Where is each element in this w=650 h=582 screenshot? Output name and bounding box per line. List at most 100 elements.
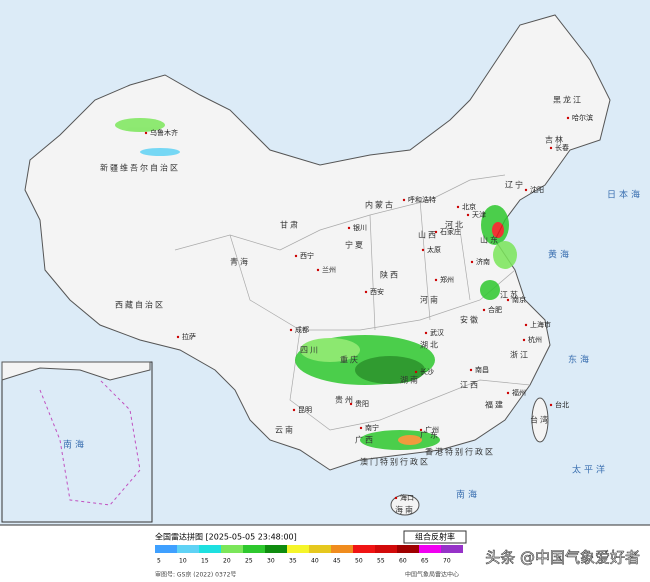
sea-label: 太平洋 — [572, 464, 608, 476]
sea-label: 黄海 — [548, 249, 572, 261]
legend-swatch — [331, 545, 353, 553]
legend-value: 5 — [157, 558, 161, 565]
city-marker — [469, 368, 473, 372]
province-label: 辽宁 — [505, 180, 525, 190]
city-marker — [434, 230, 438, 234]
city-marker — [349, 402, 353, 406]
city-marker — [176, 335, 180, 339]
legend-value: 55 — [377, 558, 385, 565]
province-label: 澳门特别行政区 — [360, 457, 430, 467]
radar-echoes — [115, 118, 517, 450]
legend-value: 65 — [421, 558, 429, 565]
city-label: 武汉 — [430, 328, 444, 337]
city-marker — [294, 254, 298, 258]
legend-title: 全国雷达拼图 [2025-05-05 23:48:00] — [155, 532, 297, 542]
inset-coast — [1, 361, 151, 381]
legend-value: 20 — [223, 558, 231, 565]
sea-label: 日本海 — [607, 189, 643, 201]
city-label: 济南 — [476, 257, 490, 266]
watermark: 头条 @中国气象爱好者 — [485, 549, 640, 567]
city-marker — [506, 391, 510, 395]
city-marker — [456, 205, 460, 209]
legend-value: 30 — [267, 558, 275, 565]
legend-value: 50 — [355, 558, 363, 565]
province-label: 安徽 — [460, 315, 480, 325]
province-label: 浙江 — [510, 350, 530, 360]
city-label: 福州 — [512, 388, 526, 397]
city-label: 长沙 — [420, 367, 434, 376]
province-label: 河南 — [420, 295, 440, 305]
province-label: 西藏自治区 — [115, 300, 165, 310]
city-marker — [364, 290, 368, 294]
province-label: 河北 — [445, 220, 465, 230]
province-label: 宁夏 — [345, 240, 365, 250]
city-marker — [419, 428, 423, 432]
legend-swatch — [353, 545, 375, 553]
province-label: 青海 — [230, 257, 250, 267]
province-label: 海南 — [395, 505, 415, 515]
hainan-island — [390, 494, 420, 516]
city-label: 南宁 — [365, 423, 379, 432]
province-label: 甘肃 — [280, 220, 300, 230]
city-label: 上海市 — [530, 320, 551, 329]
province-label: 江苏 — [500, 290, 520, 300]
city-label: 台北 — [555, 400, 569, 409]
city-marker — [549, 403, 553, 407]
legend-value: 10 — [179, 558, 187, 565]
city-label: 成都 — [295, 325, 309, 334]
city-label: 呼和浩特 — [408, 195, 436, 204]
city-marker — [394, 496, 398, 500]
legend-value: 25 — [245, 558, 253, 565]
city-marker — [482, 308, 486, 312]
province-label: 黑龙江 — [553, 95, 583, 105]
province-label: 重庆 — [340, 355, 360, 365]
city-marker — [506, 298, 510, 302]
city-label: 西安 — [370, 287, 384, 296]
approval-number: 审图号: GS京 (2022) 0372号 — [155, 571, 236, 579]
city-marker — [466, 213, 470, 217]
city-marker — [402, 198, 406, 202]
city-label: 哈尔滨 — [572, 113, 593, 122]
city-marker — [289, 328, 293, 332]
legend-swatch — [265, 545, 287, 553]
province-label: 台湾 — [530, 415, 550, 425]
legend-value: 35 — [289, 558, 297, 565]
province-label: 贵州 — [335, 395, 355, 405]
city-label: 兰州 — [322, 265, 336, 274]
province-label: 山东 — [480, 235, 500, 245]
city-label: 长春 — [555, 143, 569, 152]
province-label: 江西 — [460, 381, 480, 390]
city-label: 太原 — [427, 245, 441, 254]
city-label: 贵阳 — [355, 399, 369, 408]
legend-swatch — [375, 545, 397, 553]
city-marker — [292, 408, 296, 412]
city-label: 西宁 — [300, 251, 314, 260]
city-marker — [524, 188, 528, 192]
legend-swatch — [243, 545, 265, 553]
taiwan-island — [531, 397, 549, 443]
legend-swatch — [155, 545, 177, 553]
province-label: 陕西 — [380, 270, 400, 280]
city-marker — [424, 331, 428, 335]
province-label: 福建 — [485, 400, 505, 410]
province-label: 四川 — [300, 346, 320, 355]
city-marker — [421, 248, 425, 252]
city-marker — [549, 146, 553, 150]
city-marker — [524, 323, 528, 327]
city-label: 天津 — [472, 211, 486, 219]
city-marker — [434, 278, 438, 282]
city-label: 海口 — [400, 493, 414, 502]
product-label: 组合反射率 — [415, 532, 455, 542]
city-label: 银川 — [353, 223, 367, 232]
legend-value: 70 — [443, 558, 451, 565]
province-borders — [174, 174, 531, 431]
legend-swatch — [221, 545, 243, 553]
city-label: 合肥 — [488, 305, 502, 314]
legend-value: 60 — [399, 558, 407, 565]
legend-swatch — [397, 545, 419, 553]
province-label: 湖北 — [420, 341, 440, 350]
province-label: 内蒙古 — [365, 200, 395, 210]
city-label: 乌鲁木齐 — [150, 128, 178, 137]
